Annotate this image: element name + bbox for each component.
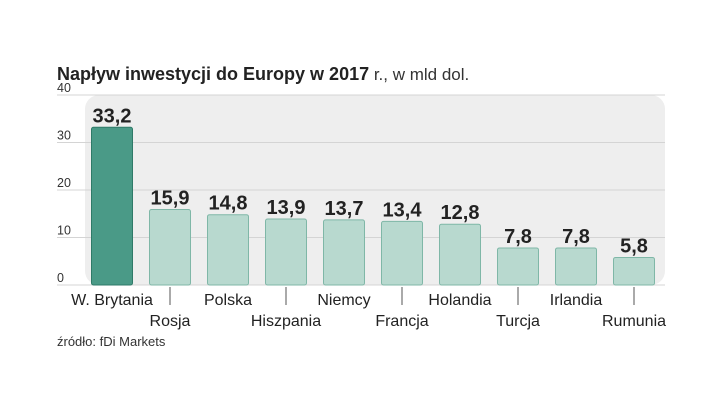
bar-1 — [149, 208, 191, 286]
category-label: Niemcy — [317, 292, 370, 309]
chart-title-main: Napływ inwestycji do Europy w 2017 — [57, 64, 369, 84]
y-tick-label: 20 — [57, 176, 71, 190]
bar-5 — [381, 220, 423, 286]
category-label: Francja — [375, 313, 428, 330]
value-label: 33,2 — [93, 105, 132, 127]
value-label: 15,9 — [151, 187, 190, 209]
bar-6 — [439, 223, 481, 286]
value-labels: 33,2 15,9 14,8 13,9 13,7 13,4 12,8 7,8 7,8 5,8 — [93, 105, 648, 257]
value-label: 7,8 — [562, 226, 590, 248]
y-axis-ticks: 0 10 20 30 40 — [57, 81, 71, 285]
bar-9 — [613, 256, 655, 286]
value-label: 5,8 — [620, 235, 648, 257]
category-label: Rosja — [150, 313, 191, 330]
value-label: 13,4 — [383, 199, 423, 221]
y-tick-label: 0 — [57, 271, 64, 285]
bar-7 — [497, 247, 539, 286]
category-label: Turcja — [496, 313, 540, 330]
category-label: Irlandia — [550, 292, 603, 309]
value-label: 13,9 — [267, 197, 306, 219]
source-note: źródło: fDi Markets — [57, 334, 166, 349]
category-labels: W. Brytania Rosja Polska Hiszpania Niemcy Fra… — [71, 287, 666, 330]
bars — [91, 126, 655, 286]
chart-title-suffix: r., w mld dol. — [369, 65, 469, 84]
category-label: Holandia — [428, 292, 491, 309]
y-tick-label: 30 — [57, 129, 71, 143]
category-label: Polska — [204, 292, 252, 309]
value-label: 7,8 — [504, 226, 532, 248]
y-tick-label: 10 — [57, 224, 71, 238]
category-label: Hiszpania — [251, 313, 321, 330]
bar-3 — [265, 218, 307, 286]
bar-4 — [323, 219, 365, 286]
value-label: 13,7 — [325, 198, 364, 220]
chart-title: Napływ inwestycji do Europy w 2017 r., w… — [57, 64, 469, 84]
bar-8 — [555, 247, 597, 286]
category-label: W. Brytania — [71, 292, 153, 309]
value-label: 12,8 — [441, 202, 480, 224]
category-label: Rumunia — [602, 313, 666, 330]
y-tick-label: 40 — [57, 81, 71, 95]
bar-0 — [91, 126, 133, 286]
value-label: 14,8 — [209, 193, 248, 215]
bar-2 — [207, 214, 249, 286]
